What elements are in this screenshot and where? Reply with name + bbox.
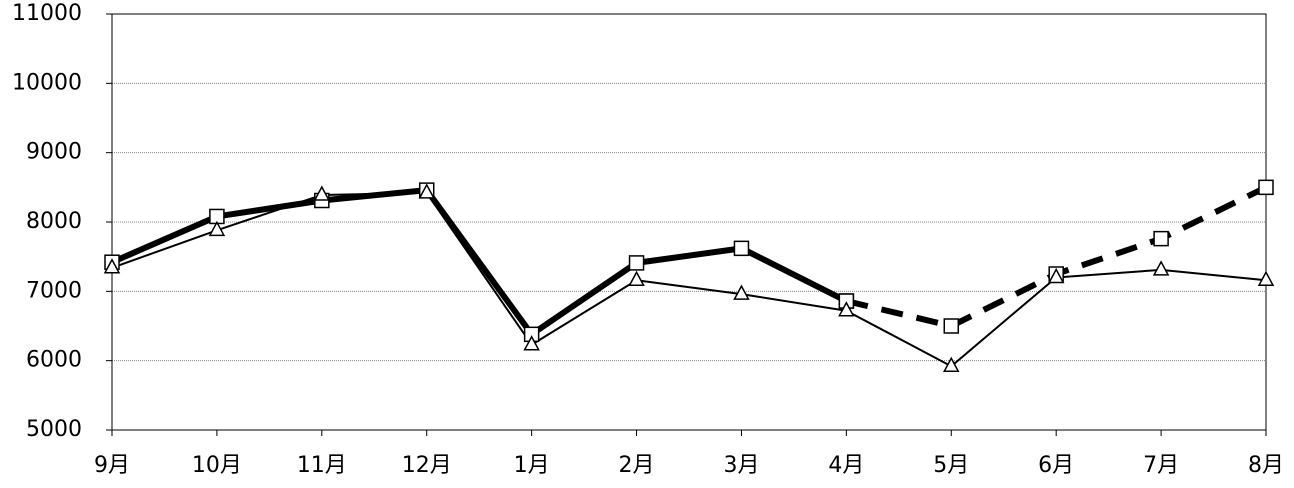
y-tick-label: 8000	[26, 209, 82, 234]
marker	[103, 258, 121, 274]
marker	[838, 301, 855, 317]
marker	[418, 183, 435, 199]
x-tick-label: 5月	[933, 453, 969, 478]
plot-border	[111, 13, 1267, 431]
x-tick-label: 8月	[1248, 453, 1284, 478]
series-line	[111, 191, 1267, 368]
marker	[313, 185, 331, 201]
x-tick-label: 4月	[828, 453, 864, 478]
y-tick-label: 9000	[26, 140, 82, 165]
marker	[733, 240, 750, 257]
x-tick-label: 3月	[723, 453, 759, 478]
marker	[1257, 270, 1275, 286]
x-tick-label: 7月	[1143, 453, 1179, 478]
x-tick-label: 2月	[619, 453, 655, 478]
x-tick-label: 11月	[297, 453, 347, 478]
y-tick-label: 7000	[26, 278, 82, 303]
marker	[1258, 179, 1274, 196]
x-tick-label: 10月	[192, 453, 242, 478]
x-tick-label: 12月	[402, 453, 452, 478]
series-line	[845, 184, 1268, 329]
marker	[943, 318, 960, 334]
x-tick-label: 9月	[94, 453, 130, 478]
marker	[208, 220, 226, 237]
x-tick-label: 6月	[1038, 453, 1074, 478]
marker	[628, 255, 645, 271]
marker	[1047, 267, 1065, 284]
marker	[628, 270, 645, 286]
marker	[733, 284, 750, 300]
x-tick-label: 1月	[514, 453, 550, 478]
marker	[1153, 230, 1169, 247]
y-tick-label: 5000	[26, 417, 82, 442]
series-line	[110, 187, 848, 338]
marker	[943, 356, 960, 372]
y-tick-label: 11000	[12, 1, 82, 26]
marker	[1152, 260, 1170, 276]
y-tick-label: 6000	[26, 348, 82, 373]
y-tick-label: 10000	[12, 70, 82, 95]
marker	[523, 335, 540, 351]
